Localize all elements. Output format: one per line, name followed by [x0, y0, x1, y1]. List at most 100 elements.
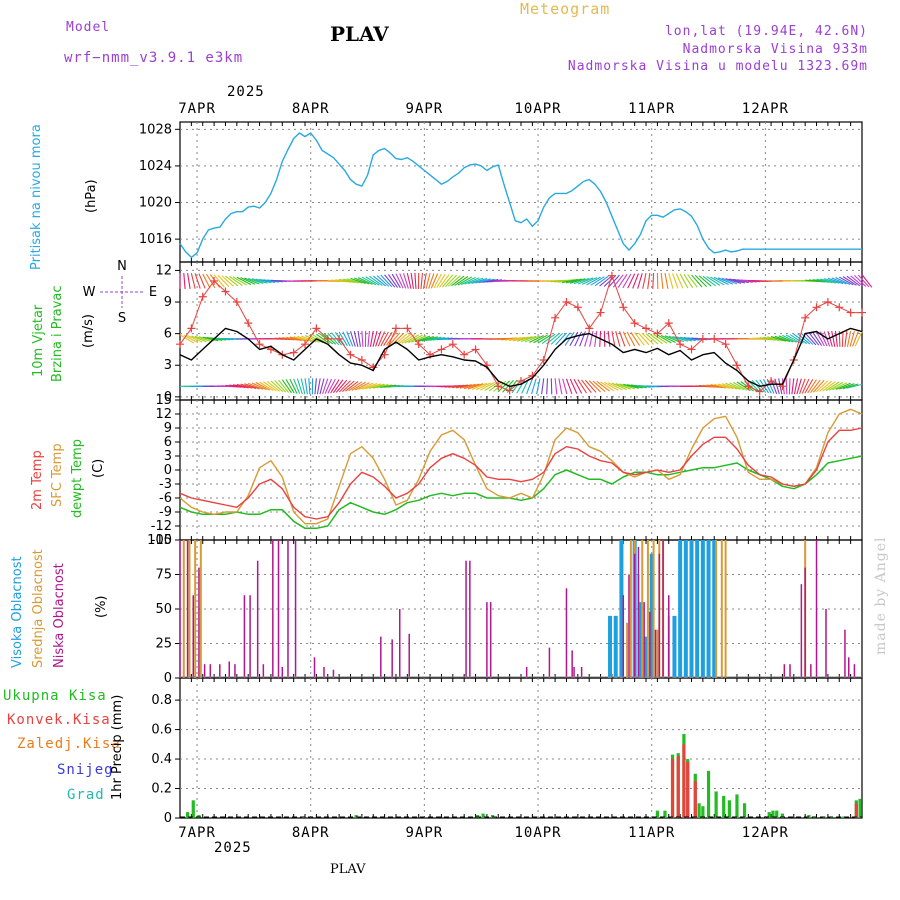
date-label-bottom-1: 8APR [292, 825, 330, 841]
ytick-label-temperature-8: 9 [164, 421, 172, 436]
wind-arrow [825, 381, 840, 392]
wind-arrow [569, 378, 578, 394]
wind-arrow [584, 379, 597, 393]
wind-arrow [615, 383, 631, 390]
wind-arrow [627, 273, 636, 289]
wind-arrow [297, 335, 313, 342]
precip-bar-conv [682, 744, 686, 818]
ytick-label-pressure-3: 1028 [139, 122, 172, 137]
wind-arrow [630, 331, 641, 346]
precip-label-conv: Konvek.Kisa [7, 712, 111, 728]
wind-arrow [767, 336, 783, 342]
precip-bar-total [697, 803, 701, 818]
wind-arrow [569, 278, 586, 284]
ytick-label-precip-2: 0.4 [151, 752, 172, 767]
wind-arrow [838, 276, 854, 286]
wind-arrow [710, 276, 725, 286]
wind-arrow [846, 330, 852, 347]
ytick-label-wind-0: 0 [164, 390, 172, 405]
wind-arrow [436, 273, 446, 289]
wind-arrow [810, 379, 821, 393]
ytick-label-precip-1: 0.2 [151, 782, 172, 797]
wind-arrow [770, 336, 787, 342]
wind-arrow [324, 378, 333, 394]
wind-arrow [471, 382, 488, 390]
precip-bar-total [663, 810, 667, 818]
precip-bar-total [481, 813, 485, 818]
wind-arrow [531, 378, 537, 395]
wind-arrow [725, 278, 742, 284]
date-label-top-0: 7APR [178, 101, 216, 117]
wind-arrow [266, 380, 280, 392]
wind-arrow [641, 332, 655, 345]
date-label-top-2: 9APR [406, 101, 444, 117]
ytick-label-temperature-10: 15 [155, 393, 172, 408]
wind-arrow [404, 334, 419, 344]
wind-arrow [607, 330, 611, 347]
wind-arrow [187, 335, 203, 343]
wind-arrow [632, 273, 639, 289]
wind-arrow [589, 330, 594, 347]
wind-arrow [464, 277, 480, 285]
wind-arrow [680, 336, 696, 342]
wind-arrow [358, 382, 374, 391]
date-label-top-1: 8APR [292, 101, 330, 117]
wind-arrow [562, 278, 578, 284]
wind-arrow [846, 275, 861, 287]
wind-arrow [541, 333, 556, 345]
wind-arrow [828, 381, 844, 391]
model-label: Model [66, 20, 111, 35]
wind-arrow [467, 383, 484, 390]
wind-arrow [384, 274, 396, 288]
year-top: 2025 [227, 84, 265, 100]
precip-bar-conv [854, 803, 858, 818]
wind-arrow [785, 378, 788, 395]
wind-arrow [763, 336, 780, 342]
ytick-label-precip-4: 0.8 [151, 693, 172, 708]
wind-arrow [801, 378, 810, 394]
wind-arrow [676, 336, 692, 342]
wind-arrow [350, 277, 366, 285]
wind-arrow [240, 277, 256, 285]
product-title: Meteogram [520, 0, 611, 18]
precip-label-snow: Snijeg [57, 762, 114, 778]
precip-bar-total [714, 791, 718, 818]
wind-arrow [198, 273, 206, 289]
wind-arrow [365, 383, 381, 390]
ytick-label-clouds-0: 0 [164, 671, 172, 686]
wind-arrow [763, 379, 772, 394]
wind-arrow [615, 331, 621, 347]
wind-arrow [433, 273, 442, 289]
wind-arrow [353, 330, 359, 347]
wind-arrow [236, 276, 252, 286]
wind-arrow [759, 379, 770, 394]
wind-arrow [467, 277, 484, 285]
precip-label-hail: Grad [67, 787, 105, 803]
ytick-label-temperature-6: 3 [164, 449, 172, 464]
wind-arrow [546, 378, 549, 395]
wind-arrow [259, 381, 274, 391]
2m-temp-line [179, 427, 863, 520]
precip-bar-conv [693, 781, 697, 818]
wind-arrow [285, 336, 302, 341]
date-label-bottom-0: 7APR [178, 825, 216, 841]
wind-arrow [398, 333, 412, 345]
date-label-top-5: 12APR [742, 101, 789, 117]
wind-arrow [281, 379, 292, 394]
wind-arrow [622, 273, 632, 289]
wind-arrow [345, 380, 359, 392]
wind-arrow [854, 275, 867, 287]
wind-arrow [839, 383, 855, 390]
wind-arrow [508, 336, 525, 342]
wind-arrow [657, 334, 672, 344]
ytick-label-temperature-0: -15 [151, 533, 172, 548]
wind-arrow [395, 273, 404, 289]
wind-arrow [300, 378, 306, 395]
wind-arrow [319, 378, 325, 395]
wind-arrow [537, 334, 552, 344]
wind-arrow [439, 274, 450, 288]
wind-arrow [827, 331, 833, 347]
wind-arrow [778, 335, 794, 343]
wind-arrow [526, 378, 533, 394]
ytick-label-wind-4: 12 [155, 263, 172, 278]
